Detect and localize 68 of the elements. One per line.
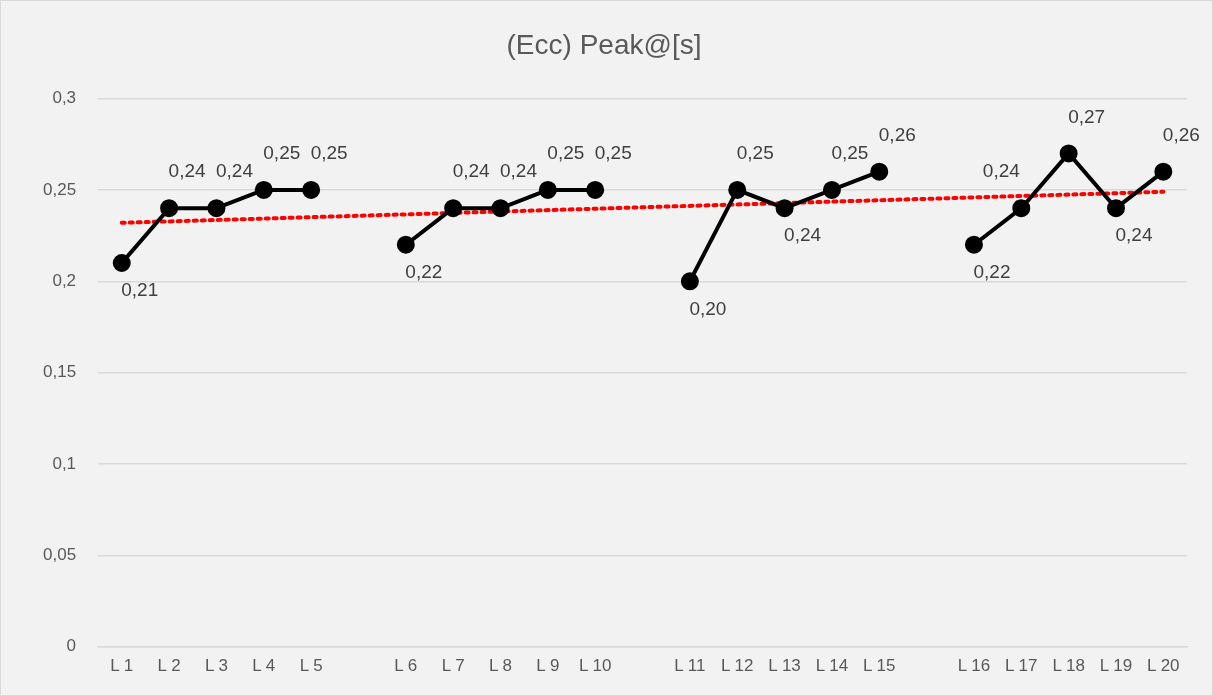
x-tick-label: L 10	[578, 656, 612, 676]
x-tick-label: L 13	[768, 656, 801, 676]
x-tick-label: L 15	[863, 656, 896, 676]
x-tick-label: L 11	[674, 656, 706, 676]
point	[822, 180, 841, 199]
point	[302, 180, 321, 199]
x-tick-label: L 12	[721, 656, 754, 676]
point	[491, 199, 510, 218]
x-tick-label: L 4	[252, 656, 276, 676]
x-tick-label: L 14	[815, 656, 849, 676]
data-label: 0,24	[1115, 224, 1153, 246]
data-label: 0,27	[1068, 105, 1106, 127]
y-tick-label: 0,25	[42, 179, 77, 199]
point	[586, 180, 605, 199]
point	[112, 254, 131, 272]
point	[254, 180, 273, 199]
x-tick-label: L 8	[489, 656, 513, 676]
y-tick-label: 0,05	[42, 544, 77, 564]
x-tick-label: L 2	[157, 656, 181, 676]
point	[538, 180, 557, 199]
y-tick-label: 0,1	[52, 453, 77, 473]
point	[775, 199, 794, 218]
point	[444, 199, 463, 218]
data-label: 0,24	[168, 160, 207, 182]
y-tick-label: 0,2	[52, 270, 77, 290]
data-label: 0,25	[263, 142, 301, 164]
x-tick-label: L 20	[1147, 656, 1180, 676]
data-label: 0,24	[500, 160, 538, 182]
data-label: 0,21	[121, 279, 159, 301]
point	[207, 199, 226, 218]
data-label: 0,25	[310, 142, 348, 164]
data-label: 0,24	[784, 224, 822, 246]
point	[396, 235, 415, 254]
x-tick-label: L 9	[536, 656, 560, 676]
data-label: 0,22	[405, 260, 443, 282]
x-tick-label: L 1	[110, 656, 134, 676]
point	[1012, 199, 1031, 218]
data-label: 0,25	[831, 142, 869, 164]
data-label: 0,24	[982, 160, 1021, 182]
point	[1154, 162, 1173, 181]
x-tick-label: L 19	[1099, 656, 1133, 676]
x-tick-label: L 17	[1005, 656, 1038, 676]
data-label: 0,25	[594, 142, 632, 164]
chart-title: (Ecc) Peak@[s]	[506, 28, 702, 60]
x-tick-label: L 7	[441, 656, 465, 676]
x-tick-label: L 18	[1052, 656, 1085, 676]
point	[964, 235, 983, 254]
data-label: 0,25	[736, 142, 774, 164]
data-label: 0,20	[689, 297, 727, 319]
point	[1059, 144, 1078, 163]
point	[870, 162, 889, 181]
point	[728, 180, 747, 199]
y-tick-label: 0,15	[42, 362, 77, 382]
y-tick-label: 0,3	[52, 88, 77, 108]
data-label: 0,26	[878, 123, 916, 145]
data-label: 0,22	[973, 260, 1011, 282]
data-label: 0,26	[1162, 123, 1200, 145]
point	[680, 272, 699, 291]
x-tick-label: L 3	[204, 656, 228, 676]
data-label: 0,25	[547, 142, 585, 164]
data-label: 0,24	[215, 160, 254, 182]
y-tick-label: 0	[66, 636, 77, 656]
point	[160, 199, 179, 218]
x-tick-label: L 6	[394, 656, 418, 676]
x-tick-label: L 5	[299, 656, 323, 676]
data-label: 0,24	[452, 160, 491, 182]
x-tick-label: L 16	[957, 656, 991, 676]
point	[1106, 199, 1125, 218]
